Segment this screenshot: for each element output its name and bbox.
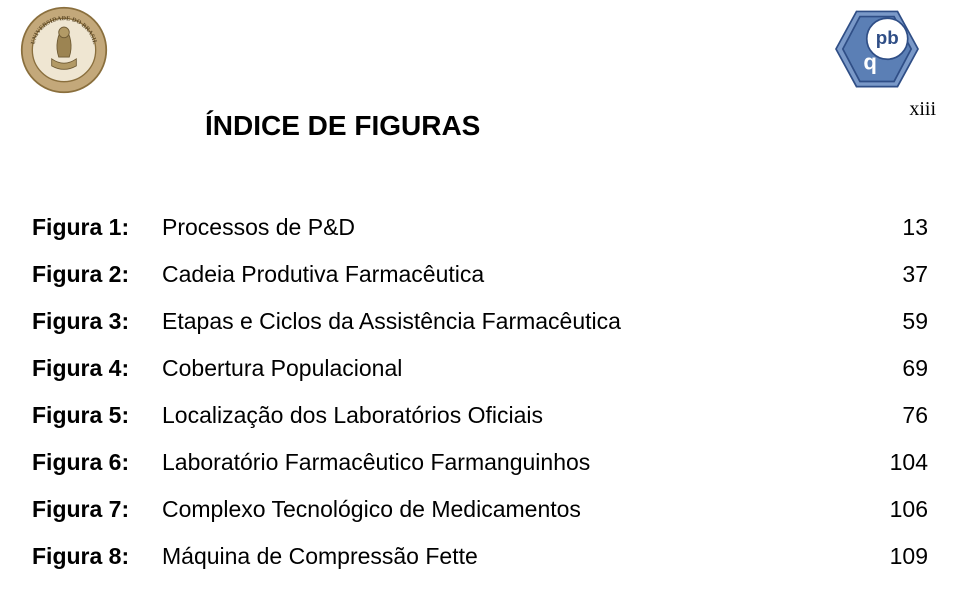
svg-text:q: q bbox=[863, 50, 877, 75]
list-item: Figura 8: Máquina de Compressão Fette 10… bbox=[32, 545, 928, 568]
figure-page: 76 bbox=[868, 404, 928, 427]
page-number: xiii bbox=[909, 98, 936, 121]
list-item: Figura 6: Laboratório Farmacêutico Farma… bbox=[32, 451, 928, 474]
figure-label: Figura 7: bbox=[32, 498, 162, 521]
figure-list: Figura 1: Processos de P&D 13 Figura 2: … bbox=[32, 216, 928, 592]
figure-page: 37 bbox=[868, 263, 928, 286]
figure-label: Figura 5: bbox=[32, 404, 162, 427]
figure-description: Máquina de Compressão Fette bbox=[162, 545, 868, 568]
figure-label: Figura 3: bbox=[32, 310, 162, 333]
figure-label: Figura 8: bbox=[32, 545, 162, 568]
figure-description: Etapas e Ciclos da Assistência Farmacêut… bbox=[162, 310, 868, 333]
list-item: Figura 4: Cobertura Populacional 69 bbox=[32, 357, 928, 380]
figure-description: Localização dos Laboratórios Oficiais bbox=[162, 404, 868, 427]
list-item: Figura 3: Etapas e Ciclos da Assistência… bbox=[32, 310, 928, 333]
figure-page: 59 bbox=[868, 310, 928, 333]
figure-page: 106 bbox=[868, 498, 928, 521]
figure-label: Figura 4: bbox=[32, 357, 162, 380]
svg-text:pb: pb bbox=[876, 27, 899, 48]
figure-description: Cobertura Populacional bbox=[162, 357, 868, 380]
figure-page: 109 bbox=[868, 545, 928, 568]
figure-page: 13 bbox=[868, 216, 928, 239]
list-item: Figura 7: Complexo Tecnológico de Medica… bbox=[32, 498, 928, 521]
figure-page: 104 bbox=[868, 451, 928, 474]
figure-description: Laboratório Farmacêutico Farmanguinhos bbox=[162, 451, 868, 474]
pbq-hex-logo: pb q bbox=[834, 8, 920, 90]
list-item: Figura 2: Cadeia Produtiva Farmacêutica … bbox=[32, 263, 928, 286]
figure-description: Processos de P&D bbox=[162, 216, 868, 239]
list-item: Figura 1: Processos de P&D 13 bbox=[32, 216, 928, 239]
figure-label: Figura 1: bbox=[32, 216, 162, 239]
figure-description: Complexo Tecnológico de Medicamentos bbox=[162, 498, 868, 521]
page-title: ÍNDICE DE FIGURAS bbox=[205, 110, 480, 142]
figure-description: Cadeia Produtiva Farmacêutica bbox=[162, 263, 868, 286]
figure-page: 69 bbox=[868, 357, 928, 380]
figure-label: Figura 2: bbox=[32, 263, 162, 286]
list-item: Figura 5: Localização dos Laboratórios O… bbox=[32, 404, 928, 427]
figure-label: Figura 6: bbox=[32, 451, 162, 474]
university-crest-logo: UNIVERSIDADE DO BRASIL bbox=[20, 6, 108, 94]
